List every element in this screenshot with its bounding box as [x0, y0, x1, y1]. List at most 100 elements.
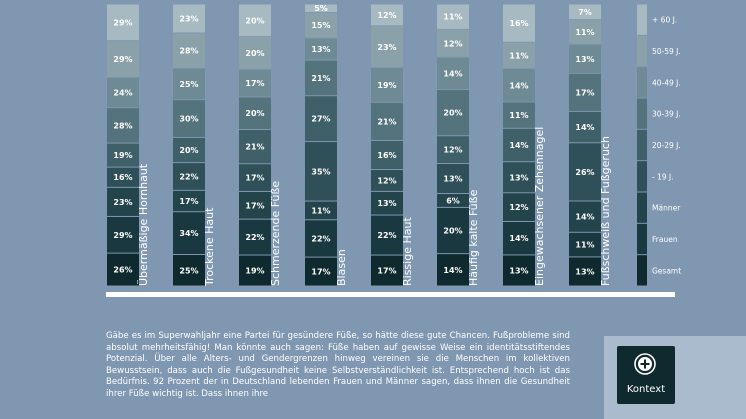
bar-value-label: 29% [113, 18, 132, 27]
bar-value-label: 20% [443, 109, 462, 118]
baseline-rule [106, 292, 675, 297]
legend-label: Frauen [652, 235, 678, 244]
bar-value-label: 20% [245, 49, 264, 58]
bar-value-label: 17% [245, 79, 264, 88]
legend-swatch [637, 129, 647, 161]
legend-swatch [637, 223, 647, 255]
context-button[interactable]: Kontext [617, 346, 675, 404]
bar-segment [569, 44, 601, 73]
bar-segment [503, 102, 535, 128]
bar-segment [107, 108, 139, 143]
bar-segment [305, 142, 337, 201]
category-label: Eingewachsener Zehennagel [533, 127, 546, 286]
bar-segment [437, 207, 469, 254]
bar-value-label: 12% [377, 11, 396, 20]
bar-value-label: 13% [377, 199, 396, 208]
bar-segment [239, 97, 271, 130]
bar-value-label: 13% [509, 266, 528, 275]
bar-segment [173, 137, 205, 163]
bar-value-label: 5% [314, 4, 328, 13]
bar-segment [437, 4, 469, 29]
bar-value-label: 13% [311, 45, 330, 54]
bar-value-label: 14% [509, 81, 528, 90]
bar-value-label: 20% [179, 146, 198, 155]
bar-value-label: 23% [179, 14, 198, 23]
bar-value-label: 28% [113, 121, 132, 130]
context-label: Kontext [626, 384, 666, 395]
bar-segment [437, 194, 469, 207]
bar-segment [239, 191, 271, 219]
bar-segment [305, 257, 337, 286]
bar-value-label: 20% [245, 16, 264, 25]
bar-segment [569, 257, 601, 286]
bar-segment [173, 100, 205, 137]
bar-value-label: 14% [443, 69, 462, 78]
bar-segment [107, 4, 139, 41]
category-label: Schmerzende Füße [269, 181, 282, 286]
bar-segment [503, 69, 535, 102]
bar-value-label: 30% [179, 115, 198, 124]
legend-swatch [637, 4, 647, 35]
bar-segment [371, 215, 403, 255]
bars-layer: 26% 29% 23% 16% 19% 28% 24% 29% 29% Übermäßige Ho… [107, 4, 612, 287]
bar-segment [107, 216, 139, 253]
legend-label: - 19 J. [652, 172, 674, 181]
legend-label: 30-39 J. [652, 110, 681, 119]
bar-value-label: 29% [113, 55, 132, 64]
bar-value-label: 34% [179, 229, 198, 238]
legend-swatch [637, 67, 647, 98]
bar-segment [305, 96, 337, 142]
bar-value-label: 14% [509, 141, 528, 150]
category-label: Rissige Haut [401, 217, 414, 286]
bar-value-label: 6% [446, 196, 460, 205]
bar-value-label: 22% [311, 234, 330, 243]
bar-value-label: 15% [311, 21, 330, 30]
bar-segment [305, 220, 337, 257]
article-text: Gäbe es im Superwahljahr eine Partei für… [106, 331, 570, 400]
bar-value-label: 11% [575, 241, 594, 250]
article-paragraph: Gäbe es im Superwahljahr eine Partei für… [106, 331, 570, 399]
bar-segment [239, 4, 271, 37]
bar-segment [437, 90, 469, 136]
bar-value-label: 12% [377, 176, 396, 185]
category-label: Blasen [335, 249, 348, 286]
bar-value-label: 27% [311, 115, 330, 124]
bar-value-label: 23% [377, 43, 396, 52]
bar-segment [569, 232, 601, 257]
bar-segment [503, 42, 535, 69]
bar-segment [503, 221, 535, 255]
bar-value-label: 11% [311, 206, 330, 215]
stacked-bar-chart: 26% 29% 23% 16% 19% 28% 24% 29% 29% Übermäßige Ho… [106, 4, 681, 297]
bar-segment [437, 136, 469, 163]
bar-value-label: 17% [245, 174, 264, 183]
legend-swatch [637, 98, 647, 129]
bar-segment [503, 128, 535, 162]
category-label: Häufig kalte Füße [467, 189, 480, 286]
bar-value-label: 14% [509, 234, 528, 243]
bar-value-label: 17% [575, 88, 594, 97]
legend-label: + 60 J. [652, 16, 677, 25]
category-label: Übermäßige Hornhaut [137, 163, 150, 286]
bar-segment [107, 41, 139, 77]
bar-segment [305, 12, 337, 38]
legend-swatch [637, 161, 647, 192]
bar-segment [305, 60, 337, 96]
bar-value-label: 13% [443, 175, 462, 184]
legend-swatch [637, 255, 647, 286]
bar-value-label: 12% [509, 203, 528, 212]
bar-segment [371, 26, 403, 68]
bar-value-label: 13% [575, 267, 594, 276]
bar-segment [371, 170, 403, 191]
bar-value-label: 17% [179, 197, 198, 206]
bar-segment [371, 102, 403, 140]
bar-segment [239, 37, 271, 69]
bar-segment [437, 29, 469, 57]
bar-value-label: 19% [245, 267, 264, 276]
bar-value-label: 17% [245, 201, 264, 210]
bar-value-label: 26% [113, 266, 132, 275]
bar-value-label: 17% [377, 267, 396, 276]
bar-value-label: 11% [509, 51, 528, 60]
bar-value-label: 14% [575, 123, 594, 132]
bar-segment [305, 38, 337, 60]
bar-segment [569, 143, 601, 201]
